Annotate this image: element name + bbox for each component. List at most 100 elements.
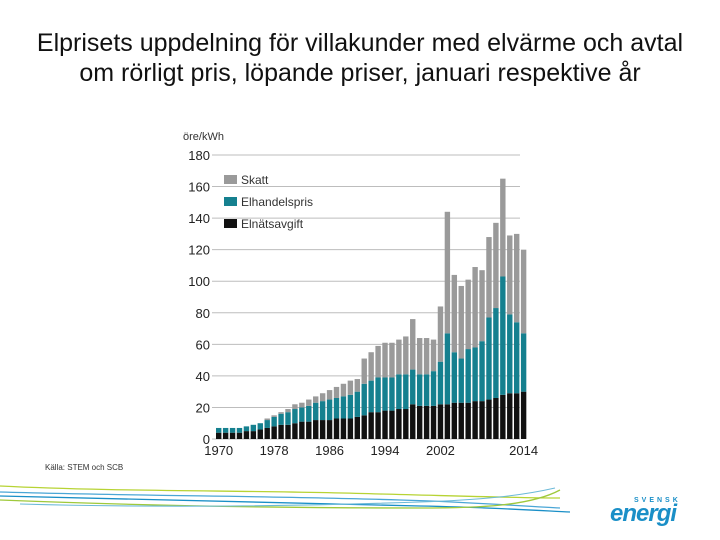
bar-skatt-1979 <box>278 412 284 414</box>
bar-elhandelspris-2010 <box>493 308 499 398</box>
y-tick-label-120: 120 <box>188 243 210 258</box>
bar-elhandelspris-2013 <box>513 322 520 394</box>
bar-elhandelspris-2007 <box>472 347 478 402</box>
bar-elnätsavgift-2003 <box>444 404 451 439</box>
source-note: Källa: STEM och SCB <box>45 463 124 472</box>
bar-elhandelspris-1990 <box>354 391 360 417</box>
y-tick-label-40: 40 <box>196 369 210 384</box>
y-tick-label-0: 0 <box>203 432 210 447</box>
legend-swatch-skatt <box>224 175 237 184</box>
bar-elnätsavgift-2013 <box>513 393 520 439</box>
stacked-bar-chart: 0 20 40 60 80 100 120 140 160 180 öre/kWh 1970 1978 1… <box>183 131 538 458</box>
bar-elhandelspris-2004 <box>451 352 458 403</box>
bar-elnätsavgift-2014 <box>520 391 527 439</box>
bar-elhandelspris-2001 <box>430 371 437 406</box>
bar-skatt-2003 <box>444 211 451 334</box>
bar-skatt-1977 <box>264 418 270 421</box>
bar-elhandelspris-1971 <box>222 427 229 433</box>
legend-label-elnätsavgift: Elnätsavgift <box>241 217 304 231</box>
bar-skatt-2008 <box>479 270 485 342</box>
x-tick-label-2002: 2002 <box>426 443 455 458</box>
bar-skatt-1996 <box>396 339 402 375</box>
y-tick-label-80: 80 <box>196 306 210 321</box>
bar-elhandelspris-1980 <box>285 412 291 425</box>
bar-skatt-2006 <box>465 279 471 350</box>
bar-elnätsavgift-2004 <box>451 402 458 439</box>
bar-skatt-2013 <box>513 233 520 323</box>
bar-elhandelspris-1986 <box>326 399 333 421</box>
bar-elnätsavgift-2010 <box>493 397 499 439</box>
bar-skatt-2009 <box>486 237 492 318</box>
bar-elhandelspris-1970 <box>216 427 222 433</box>
bar-elnätsavgift-2008 <box>479 401 485 439</box>
bar-elhandelspris-1997 <box>403 374 409 410</box>
bar-elnätsavgift-2000 <box>423 405 430 439</box>
bar-elnätsavgift-2012 <box>507 393 513 439</box>
chart-title-line-1: Elprisets uppdelning för villakunder med… <box>36 29 684 57</box>
bar-elhandelspris-1979 <box>278 413 284 425</box>
bar-elnätsavgift-1972 <box>229 432 236 439</box>
bar-elnätsavgift-1991 <box>361 415 367 439</box>
x-tick-label-1978: 1978 <box>260 443 289 458</box>
bar-elhandelspris-2000 <box>423 374 430 406</box>
bar-elhandelspris-1975 <box>250 424 257 432</box>
legend-swatch-elnätsavgift <box>224 219 237 228</box>
bar-elnätsavgift-1992 <box>368 412 374 439</box>
bar-elhandelspris-2012 <box>507 314 513 394</box>
bar-elnätsavgift-1974 <box>243 431 250 439</box>
bar-elnätsavgift-1976 <box>257 429 263 439</box>
legend-label-skatt: Skatt <box>241 173 269 187</box>
bar-elnätsavgift-2007 <box>472 401 478 439</box>
bar-elnätsavgift-1989 <box>347 418 354 439</box>
chart-title-line-2: om rörligt pris, löpande priser, januari… <box>79 59 641 87</box>
bar-skatt-2010 <box>493 222 499 309</box>
x-tick-label-1970: 1970 <box>204 443 233 458</box>
bar-elnätsavgift-1984 <box>313 420 319 439</box>
y-tick-label-60: 60 <box>196 337 210 352</box>
bar-elnätsavgift-1985 <box>319 420 326 439</box>
bar-elhandelspris-1978 <box>271 416 277 427</box>
bar-skatt-1997 <box>403 336 409 375</box>
bar-skatt-1993 <box>375 345 381 378</box>
bar-elnätsavgift-2009 <box>486 399 492 439</box>
bar-elhandelspris-2009 <box>486 317 492 400</box>
bar-elhandelspris-1995 <box>389 377 395 411</box>
bar-skatt-2005 <box>458 285 464 359</box>
bar-elhandelspris-2014 <box>520 333 527 392</box>
bar-elhandelspris-1972 <box>229 427 236 433</box>
bar-elhandelspris-1982 <box>299 407 305 422</box>
bar-elnätsavgift-1988 <box>340 418 347 439</box>
legend-swatch-elhandelspris <box>224 197 237 206</box>
legend-label-elhandelspris: Elhandelspris <box>241 195 313 209</box>
bar-elnätsavgift-1977 <box>264 427 270 439</box>
bar-skatt-1981 <box>292 404 298 410</box>
bar-elhandelspris-1994 <box>382 377 388 411</box>
bar-skatt-1983 <box>306 399 312 406</box>
bar-elnätsavgift-1987 <box>333 418 340 439</box>
y-axis-label: öre/kWh <box>183 131 224 143</box>
bar-skatt-2001 <box>430 339 437 372</box>
wave-line-3 <box>0 495 571 513</box>
bar-skatt-1999 <box>416 338 423 375</box>
svensk-energi-logo: SVENSK energi <box>606 497 698 527</box>
x-tick-label-1994: 1994 <box>371 443 400 458</box>
bar-skatt-1978 <box>271 415 277 417</box>
bar-elhandelspris-1998 <box>410 369 416 405</box>
bar-skatt-2004 <box>451 274 458 353</box>
bar-elnätsavgift-2006 <box>465 402 471 439</box>
bar-elnätsavgift-1980 <box>285 424 291 439</box>
bar-elnätsavgift-1995 <box>389 410 395 439</box>
bar-elhandelspris-1993 <box>375 377 381 413</box>
y-tick-label-100: 100 <box>188 274 210 289</box>
decorative-wave-lines <box>0 485 571 513</box>
logo-main-text: energi <box>610 500 677 527</box>
bar-skatt-1990 <box>354 379 360 392</box>
bar-elhandelspris-1984 <box>313 402 319 421</box>
bar-elnätsavgift-2002 <box>437 404 444 439</box>
bar-elhandelspris-1985 <box>319 401 326 421</box>
bar-skatt-1986 <box>326 390 333 400</box>
bar-elhandelspris-1996 <box>396 374 402 410</box>
bar-skatt-2000 <box>423 338 430 375</box>
bar-skatt-1985 <box>319 393 326 402</box>
bar-skatt-1988 <box>340 383 347 397</box>
